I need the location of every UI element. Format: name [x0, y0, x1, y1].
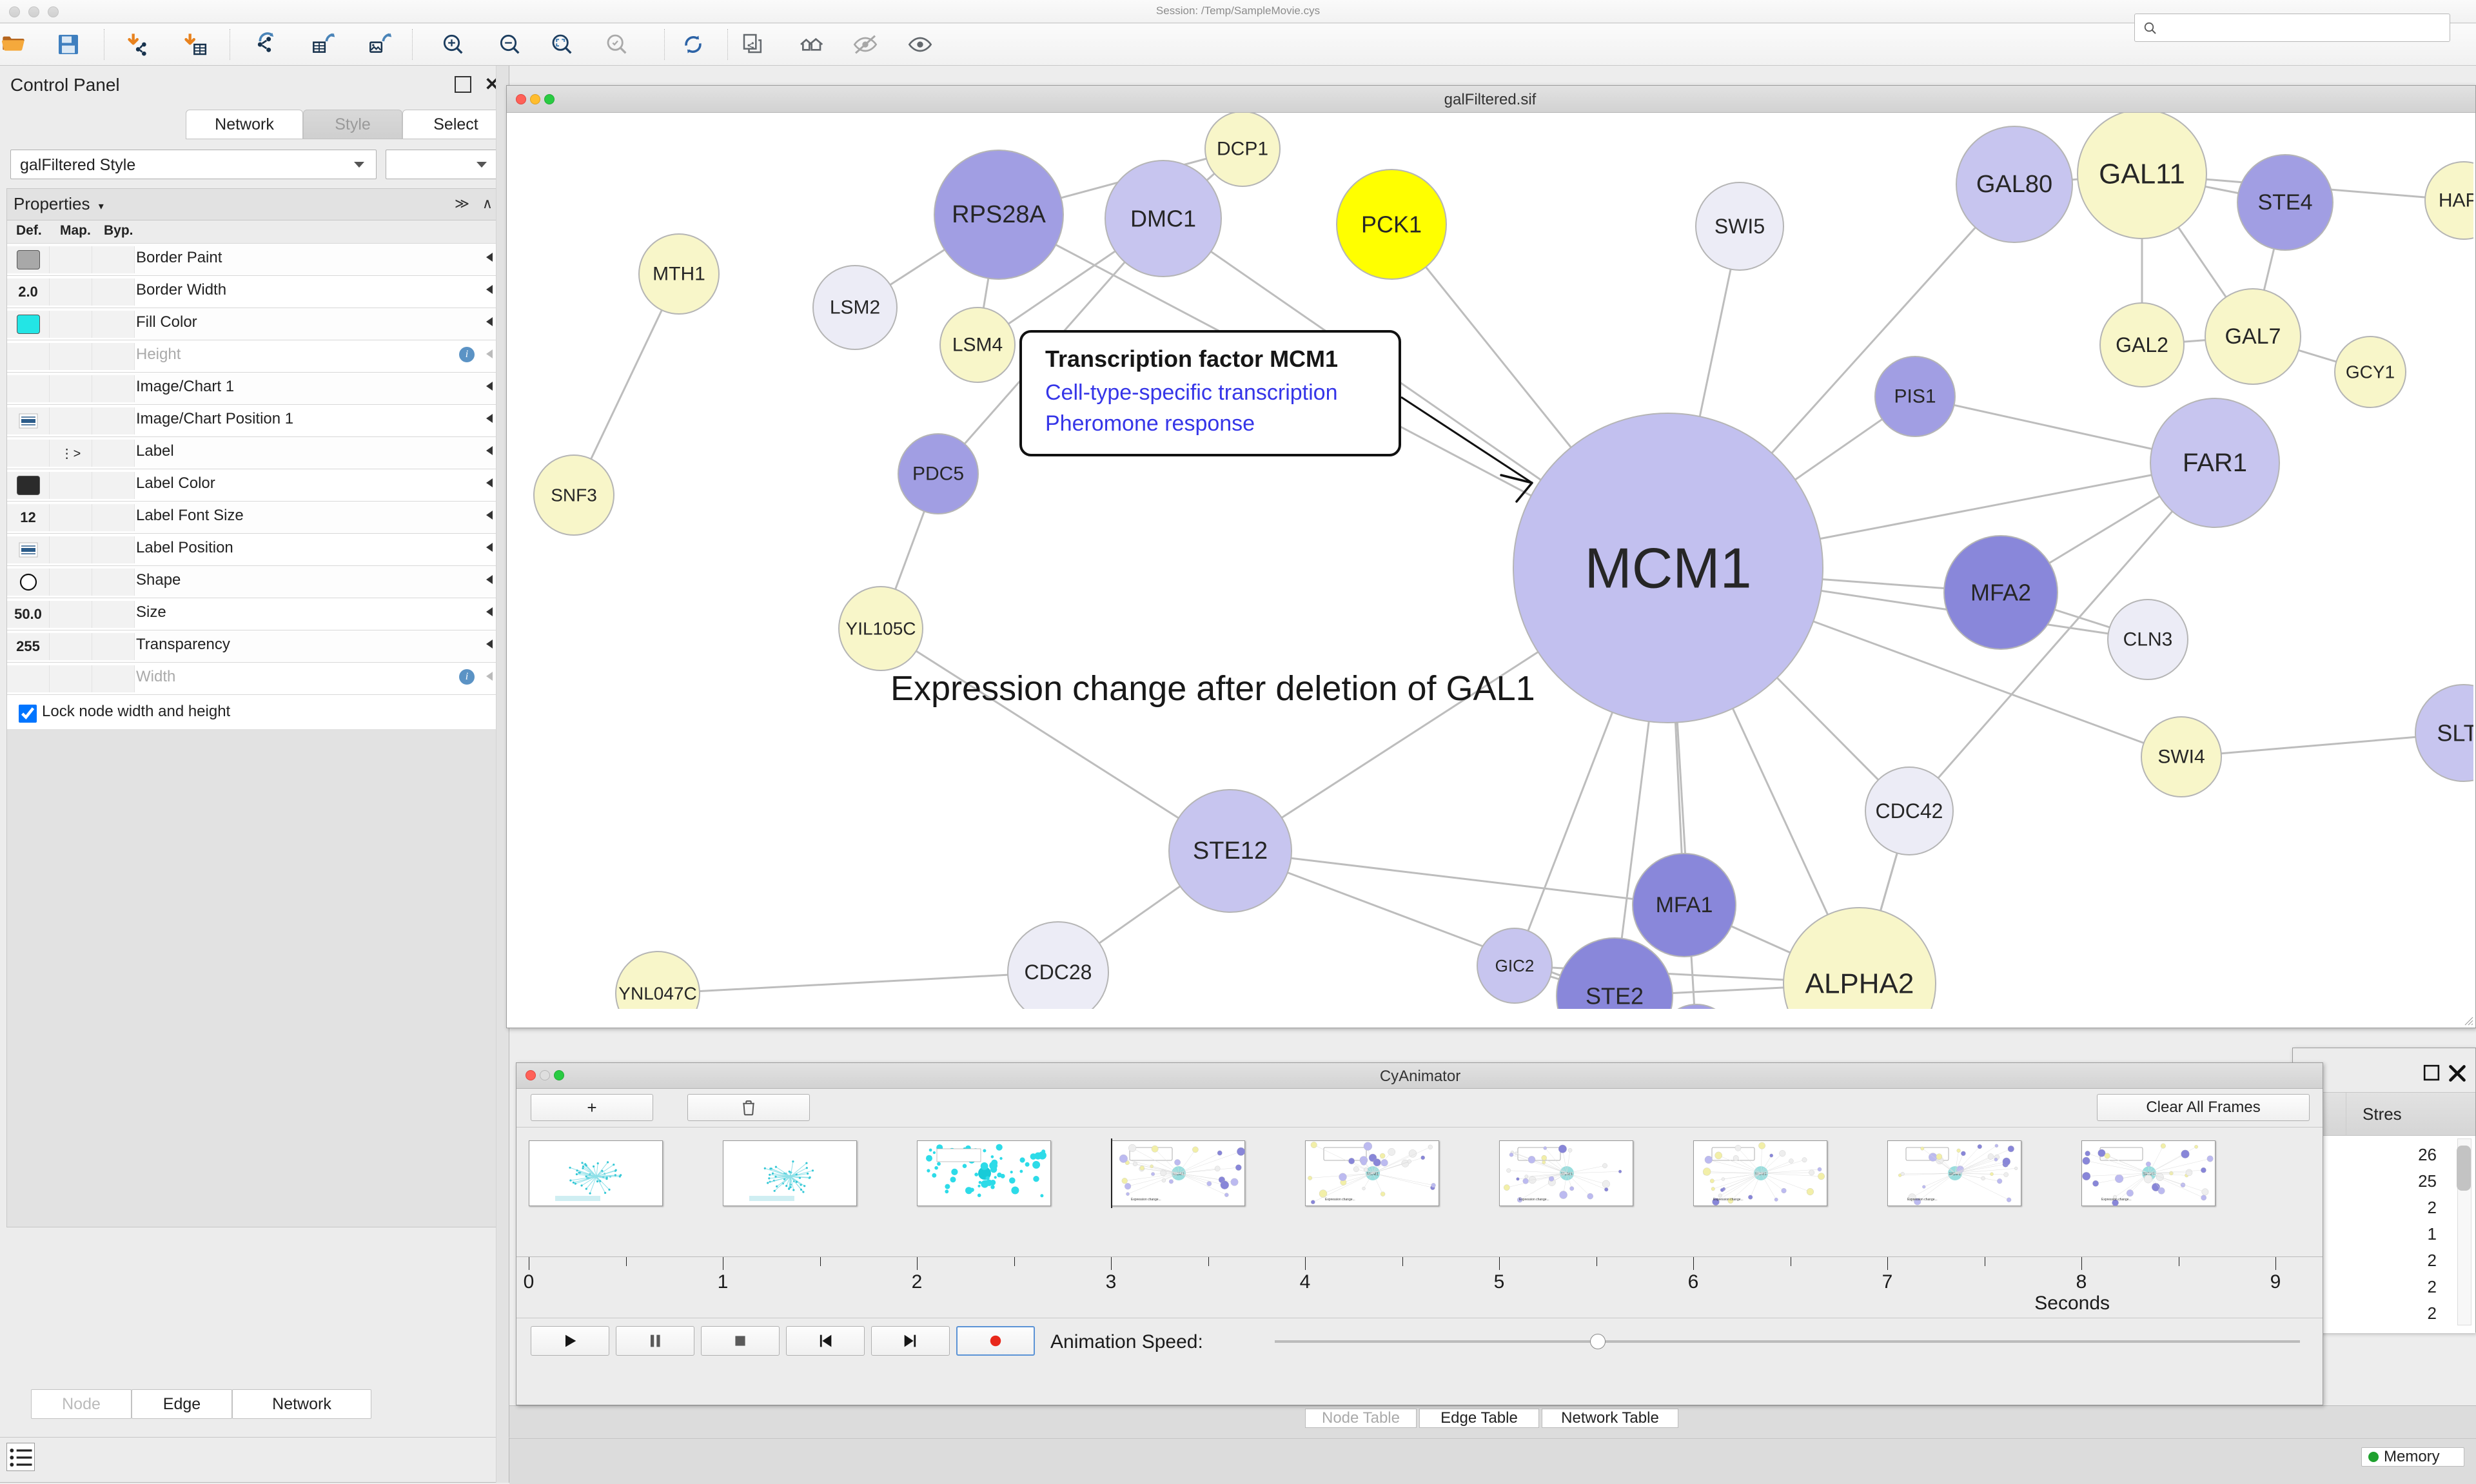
- svg-text:Expression change...: Expression change...: [1131, 1198, 1161, 1202]
- svg-text:Expression change...: Expression change...: [1519, 1198, 1549, 1202]
- svg-text:Expression change...: Expression change...: [2101, 1198, 2132, 1202]
- svg-text:Expression change...: Expression change...: [1907, 1198, 1938, 1202]
- svg-text:Expression change...: Expression change...: [1713, 1198, 1744, 1202]
- svg-text:Expression change...: Expression change...: [1325, 1198, 1355, 1202]
